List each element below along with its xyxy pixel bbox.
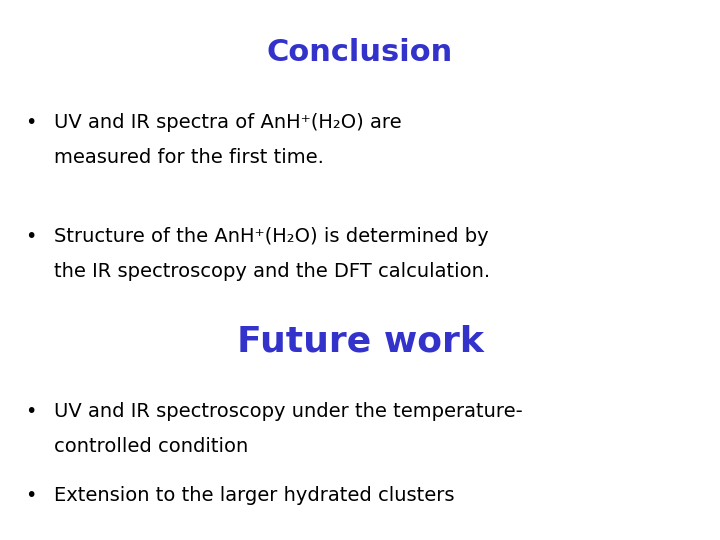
Text: Future work: Future work	[237, 324, 483, 358]
Text: UV and IR spectra of AnH⁺(H₂O) are: UV and IR spectra of AnH⁺(H₂O) are	[54, 113, 402, 132]
Text: •: •	[25, 227, 37, 246]
Text: controlled condition: controlled condition	[54, 437, 248, 456]
Text: •: •	[25, 402, 37, 421]
Text: •: •	[25, 113, 37, 132]
Text: Conclusion: Conclusion	[267, 38, 453, 67]
Text: measured for the first time.: measured for the first time.	[54, 148, 324, 167]
Text: Extension to the larger hydrated clusters: Extension to the larger hydrated cluster…	[54, 486, 454, 505]
Text: UV and IR spectroscopy under the temperature-: UV and IR spectroscopy under the tempera…	[54, 402, 523, 421]
Text: •: •	[25, 486, 37, 505]
Text: Structure of the AnH⁺(H₂O) is determined by: Structure of the AnH⁺(H₂O) is determined…	[54, 227, 489, 246]
Text: the IR spectroscopy and the DFT calculation.: the IR spectroscopy and the DFT calculat…	[54, 262, 490, 281]
